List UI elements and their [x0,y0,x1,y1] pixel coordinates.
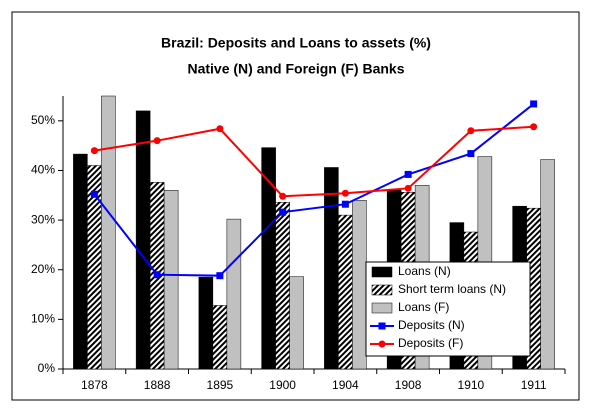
marker [530,123,538,131]
marker [279,208,287,216]
line [94,125,534,198]
bar [226,218,242,370]
x-tick-label: 1888 [144,378,171,392]
y-tick-label: 0% [38,361,56,375]
y-tick-label: 50% [31,113,55,127]
y-tick-label: 20% [31,262,55,276]
chart-subtitle: Native (N) and Foreign (F) Banks [187,61,404,77]
bar [275,201,290,370]
marker [153,271,161,279]
y-tick-label: 10% [31,312,55,326]
marker [153,137,161,145]
marker [216,125,224,133]
x-tick-label: 1895 [207,378,234,392]
legend-label: Deposits (N) [398,318,465,332]
legend-label: Loans (F) [398,300,449,314]
bar [135,110,151,370]
legend-swatch [371,266,393,278]
bar [163,190,179,370]
chart-title: Brazil: Deposits and Loans to assets (%) [161,35,431,51]
x-tick-label: 1900 [269,378,296,392]
marker [341,189,349,197]
legend-swatch [371,302,393,314]
marker [341,200,349,208]
bar [198,276,214,370]
bar [101,95,116,370]
marker [530,100,538,108]
x-tick-label: 1908 [395,378,422,392]
marker [404,184,412,192]
marker [404,170,412,178]
marker [467,150,475,158]
bar [352,199,367,370]
legend-swatch [371,284,393,296]
x-tick-label: 1910 [458,378,485,392]
bar [289,276,304,370]
x-tick-label: 1878 [81,378,108,392]
marker [467,127,475,135]
legend-label: Deposits (F) [398,336,463,350]
marker [216,272,224,280]
bar [540,159,555,370]
legend-box [365,261,531,357]
bar [212,305,228,370]
x-tick-label: 1904 [332,378,359,392]
bar [324,167,339,370]
legend-label: Short term loans (N) [398,282,506,296]
marker [90,147,98,155]
x-tick-label: 1911 [521,378,547,392]
y-tick-label: 30% [31,212,55,226]
marker [279,192,287,200]
line [93,103,535,277]
bar [73,153,88,370]
bar [338,214,353,370]
legend-marker [378,340,386,348]
y-tick-label: 40% [31,163,55,177]
marker [90,190,98,198]
legend-marker [378,322,386,330]
legend-label: Loans (N) [398,264,451,278]
